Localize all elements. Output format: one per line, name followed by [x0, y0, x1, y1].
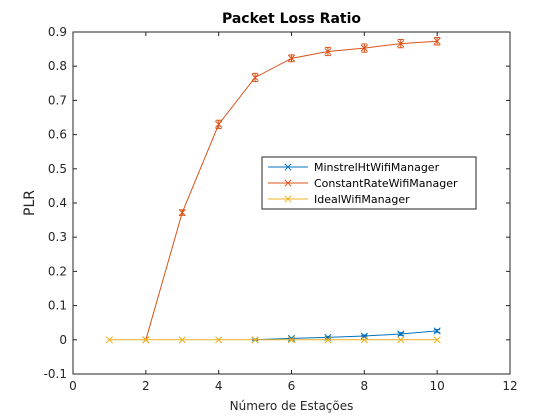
y-tick-label: 0.8	[48, 59, 67, 73]
legend-label: IdealWifiManager	[314, 193, 410, 206]
x-tick-label: 10	[430, 379, 445, 393]
y-tick-label: 0.7	[48, 93, 67, 107]
y-tick-label: 0.2	[48, 264, 67, 278]
x-tick-label: 12	[502, 379, 517, 393]
x-tick-label: 8	[361, 379, 369, 393]
y-tick-label: 0.1	[48, 299, 67, 313]
x-tick-label: 4	[215, 379, 223, 393]
x-axis-title: Número de Estações	[230, 399, 354, 413]
x-tick-label: 6	[288, 379, 296, 393]
y-tick-label: -0.1	[44, 367, 67, 381]
y-tick-label: 0.4	[48, 196, 67, 210]
y-tick-label: 0.6	[48, 128, 67, 142]
y-tick-label: 0.3	[48, 230, 67, 244]
legend: MinstrelHtWifiManager ConstantRateWifiMan…	[262, 157, 476, 209]
x-tick-label: 2	[142, 379, 150, 393]
legend-label: ConstantRateWifiManager	[314, 177, 458, 190]
x-tick-label: 0	[69, 379, 77, 393]
y-tick-label: 0.5	[48, 162, 67, 176]
y-axis-title: PLR	[22, 190, 38, 216]
y-tick-label: 0	[59, 333, 67, 347]
y-tick-label: 0.9	[48, 25, 67, 39]
legend-label: MinstrelHtWifiManager	[314, 161, 440, 174]
chart-title: Packet Loss Ratio	[222, 11, 361, 27]
